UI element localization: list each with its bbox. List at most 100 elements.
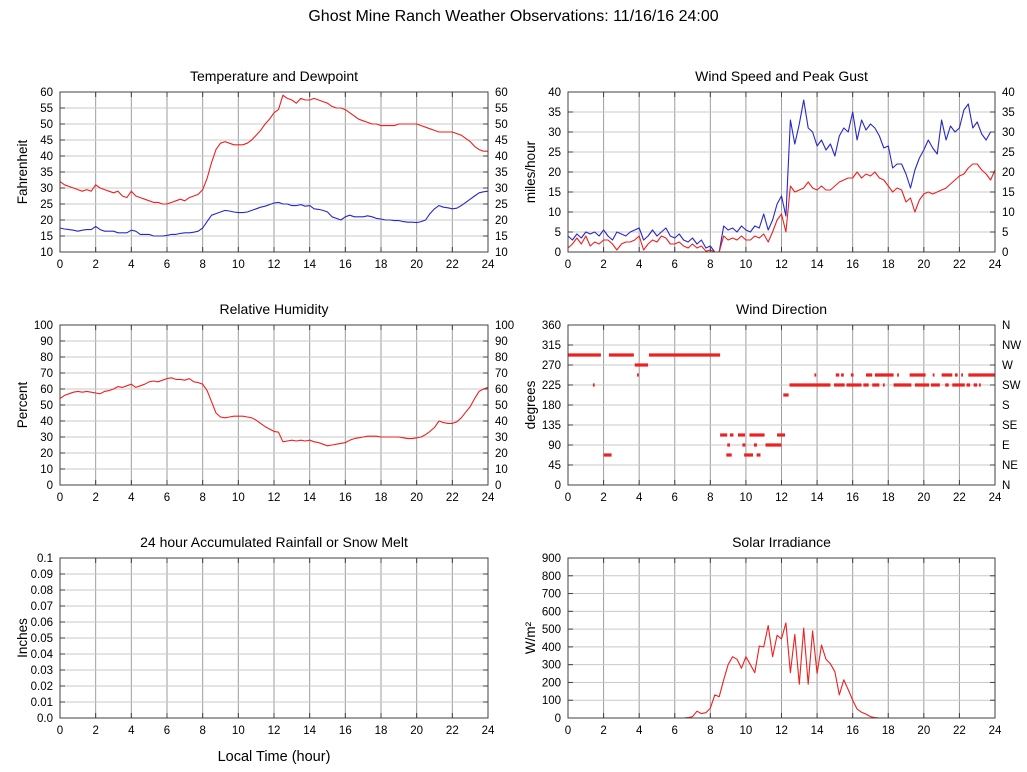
right-tick-label: 35 [495,167,508,179]
x-tick-label: 2 [600,725,606,737]
chart-title: Solar Irradiance [732,534,831,550]
grid [568,325,995,485]
y-tick-label: 300 [542,660,561,672]
chart-title: Wind Direction [736,301,827,317]
y-tick-label: 5 [555,227,561,239]
y-tick-label: 0.06 [31,617,53,629]
y-tick-label: 0.02 [31,681,53,693]
y-tick-label: 35 [548,107,561,119]
x-tick-label: 0 [57,492,63,504]
x-tick-label: 20 [917,492,930,504]
x-tick-label: 6 [164,492,170,504]
x-tick-label: 22 [446,259,459,271]
x-tick-label: 0 [57,725,63,737]
x-tick-label: 12 [268,725,281,737]
y-tick-label: 10 [40,464,53,476]
x-tick-label: 24 [482,259,495,271]
tick-labels: 0 2 4 6 8 10 12 14 16 18 20 22 240.00.010.020.030.04… [31,553,495,737]
y-tick-label: 400 [542,642,561,654]
x-tick-label: 10 [232,259,245,271]
y-tick-label: 100 [542,695,561,707]
tick-marks [567,324,996,486]
y-tick-label: 40 [40,416,53,428]
x-tick-label: 16 [339,259,352,271]
x-tick-label: 12 [775,259,788,271]
x-tick-label: 22 [446,492,459,504]
y-tick-label: 70 [40,368,53,380]
y-tick-label: 800 [542,571,561,583]
grid [568,92,995,252]
y-tick-label: 60 [40,384,53,396]
x-tick-label: 10 [232,725,245,737]
x-tick-label: 8 [707,259,713,271]
right-tick-label: NW [1002,340,1021,352]
y-tick-label: 100 [34,320,53,332]
x-tick-label: 8 [707,492,713,504]
x-tick-label: 14 [811,725,824,737]
y-tick-label: 15 [40,231,53,243]
x-tick-label: 24 [989,725,1002,737]
x-tick-label: 6 [164,725,170,737]
chart-wind-speed-gust: 0 2 4 6 8 10 12 14 16 18 20 22 240510152025303540051… [523,68,1015,271]
x-tick-label: 0 [565,725,571,737]
y-tick-label: 60 [40,87,53,99]
y-tick-label: 0.07 [31,601,53,613]
y-tick-label: 0.09 [31,569,53,581]
x-tick-label: 4 [128,259,135,271]
y-tick-label: 20 [548,167,561,179]
right-tick-label: 100 [495,320,514,332]
right-tick-label: 20 [495,215,508,227]
right-tick-label: 40 [495,151,508,163]
y-tick-label: 90 [548,440,561,452]
right-tick-label: 0 [1002,247,1008,259]
chart-title: 24 hour Accumulated Rainfall or Snow Mel… [140,534,408,550]
x-tick-label: 12 [775,492,788,504]
y-tick-label: 35 [40,167,53,179]
tick-labels: 0 2 4 6 8 10 12 14 16 18 20 22 240510152025303540051… [548,87,1015,271]
right-tick-label: N [1002,320,1010,332]
y-axis-title: miles/hour [523,140,538,203]
chart-title: Wind Speed and Peak Gust [695,68,868,84]
series-wind-speed [567,163,996,253]
tick-labels: 0 2 4 6 8 10 12 14 16 18 20 22 240459013518022527031… [542,320,1021,504]
y-tick-label: 0 [555,247,561,259]
y-tick-label: 225 [542,380,561,392]
right-tick-label: SE [1002,420,1018,432]
x-tick-label: 2 [600,259,606,271]
right-tick-label: E [1002,440,1010,452]
x-tick-label: 12 [775,725,788,737]
tick-labels: 0 2 4 6 8 10 12 14 16 18 20 22 240102030405060708090… [34,320,514,504]
x-tick-label: 20 [917,259,930,271]
grid [60,92,488,252]
y-axis-title: W/m² [523,621,538,654]
chart-title: Relative Humidity [220,301,329,317]
x-tick-label: 16 [339,725,352,737]
y-tick-label: 30 [40,183,53,195]
series-group [59,94,489,237]
right-tick-label: 5 [1002,227,1008,239]
chart-temperature-dewpoint: 0 2 4 6 8 10 12 14 16 18 20 22 241015202530354045505… [15,68,508,271]
right-tick-label: S [1002,400,1010,412]
series-wind-direction [568,353,995,457]
series-group [568,353,995,457]
x-tick-label: 20 [410,259,423,271]
tick-marks [567,557,996,719]
right-tick-label: 25 [495,199,508,211]
x-tick-label: 0 [57,259,63,271]
x-tick-label: 24 [989,259,1002,271]
right-tick-label: SW [1002,380,1021,392]
tick-marks [59,91,489,253]
right-tick-label: 90 [495,336,508,348]
x-tick-label: 18 [882,259,895,271]
y-tick-label: 0.05 [31,633,53,645]
x-tick-label: 16 [846,725,859,737]
right-tick-label: 80 [495,352,508,364]
y-tick-label: 0.03 [31,665,53,677]
y-tick-label: 0 [47,480,53,492]
y-tick-label: 40 [40,151,53,163]
tick-labels: 0 2 4 6 8 10 12 14 16 18 20 22 241015202530354045505… [40,87,508,271]
series-temperature [59,94,488,205]
y-tick-label: 45 [548,460,561,472]
y-tick-label: 700 [542,589,561,601]
y-tick-label: 80 [40,352,53,364]
